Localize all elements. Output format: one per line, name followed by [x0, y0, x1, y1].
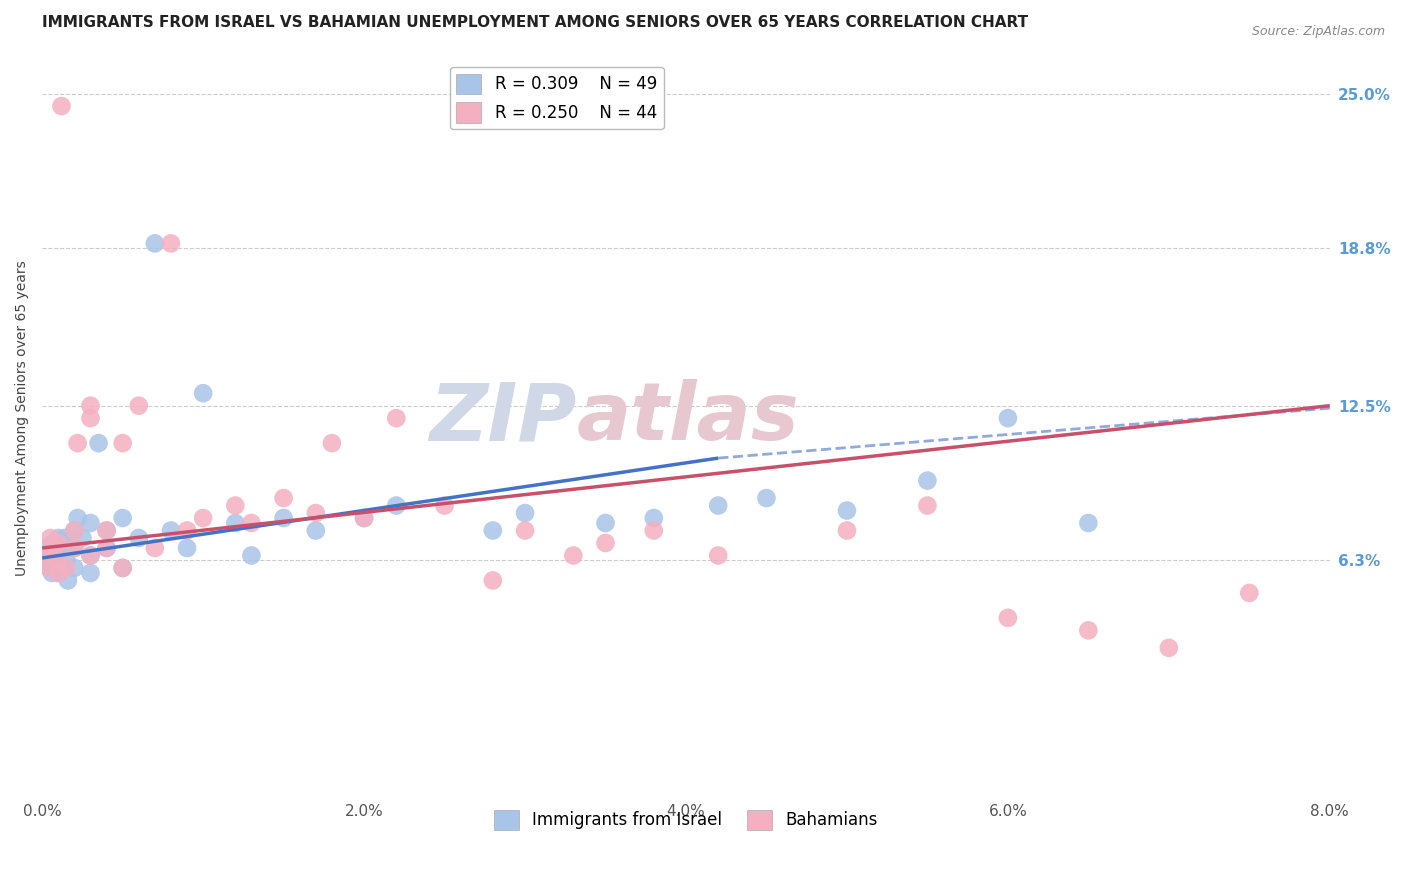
Point: [482, 574, 505, 588]
Point: [305, 506, 328, 520]
Point: [482, 524, 505, 538]
Point: [46, 536, 69, 550]
Point: [46, 566, 69, 580]
Point: [96, 524, 118, 538]
Point: [111, 511, 134, 525]
Point: [305, 524, 328, 538]
Point: [997, 611, 1019, 625]
Point: [63, 541, 86, 555]
Text: ZIP: ZIP: [429, 379, 576, 458]
Point: [240, 549, 263, 563]
Point: [96, 524, 118, 538]
Point: [595, 516, 617, 530]
Point: [79, 516, 101, 530]
Point: [111, 561, 134, 575]
Point: [191, 511, 214, 525]
Point: [353, 511, 375, 525]
Point: [66, 511, 89, 525]
Point: [51, 99, 73, 113]
Point: [643, 511, 665, 525]
Point: [63, 561, 86, 575]
Point: [385, 411, 408, 425]
Point: [46, 531, 69, 545]
Point: [176, 524, 198, 538]
Point: [38, 549, 60, 563]
Point: [562, 549, 585, 563]
Text: Source: ZipAtlas.com: Source: ZipAtlas.com: [1251, 25, 1385, 38]
Point: [707, 549, 730, 563]
Point: [79, 549, 101, 563]
Point: [595, 536, 617, 550]
Point: [58, 536, 80, 550]
Point: [63, 524, 86, 538]
Point: [79, 549, 101, 563]
Point: [41, 566, 63, 580]
Point: [34, 549, 56, 563]
Legend: Immigrants from Israel, Bahamians: Immigrants from Israel, Bahamians: [488, 803, 884, 837]
Point: [224, 516, 246, 530]
Point: [643, 524, 665, 538]
Point: [111, 561, 134, 575]
Point: [385, 499, 408, 513]
Point: [1077, 516, 1099, 530]
Point: [513, 506, 536, 520]
Point: [111, 436, 134, 450]
Point: [273, 511, 295, 525]
Point: [917, 474, 939, 488]
Point: [51, 541, 73, 555]
Point: [38, 561, 60, 575]
Point: [53, 531, 76, 545]
Point: [79, 566, 101, 580]
Point: [42, 541, 65, 555]
Point: [513, 524, 536, 538]
Point: [273, 491, 295, 505]
Point: [44, 553, 66, 567]
Point: [835, 503, 858, 517]
Point: [55, 561, 77, 575]
Point: [143, 236, 166, 251]
Point: [79, 399, 101, 413]
Point: [72, 531, 94, 545]
Point: [39, 561, 62, 575]
Point: [63, 541, 86, 555]
Point: [321, 436, 343, 450]
Point: [66, 436, 89, 450]
Point: [224, 499, 246, 513]
Point: [160, 524, 183, 538]
Point: [176, 541, 198, 555]
Point: [96, 541, 118, 555]
Point: [46, 549, 69, 563]
Point: [835, 524, 858, 538]
Point: [96, 541, 118, 555]
Point: [39, 531, 62, 545]
Point: [79, 411, 101, 425]
Point: [433, 499, 456, 513]
Point: [128, 399, 150, 413]
Point: [917, 499, 939, 513]
Point: [87, 436, 110, 450]
Point: [46, 566, 69, 580]
Point: [1077, 624, 1099, 638]
Point: [128, 531, 150, 545]
Point: [46, 553, 69, 567]
Text: atlas: atlas: [576, 379, 799, 458]
Point: [160, 236, 183, 251]
Point: [55, 553, 77, 567]
Point: [56, 574, 79, 588]
Point: [63, 524, 86, 538]
Point: [52, 561, 75, 575]
Point: [240, 516, 263, 530]
Point: [1157, 640, 1180, 655]
Point: [353, 511, 375, 525]
Point: [42, 536, 65, 550]
Point: [997, 411, 1019, 425]
Point: [34, 541, 56, 555]
Point: [1239, 586, 1261, 600]
Text: IMMIGRANTS FROM ISRAEL VS BAHAMIAN UNEMPLOYMENT AMONG SENIORS OVER 65 YEARS CORR: IMMIGRANTS FROM ISRAEL VS BAHAMIAN UNEMP…: [42, 15, 1028, 30]
Point: [755, 491, 778, 505]
Y-axis label: Unemployment Among Seniors over 65 years: Unemployment Among Seniors over 65 years: [15, 260, 30, 576]
Point: [191, 386, 214, 401]
Point: [707, 499, 730, 513]
Point: [143, 541, 166, 555]
